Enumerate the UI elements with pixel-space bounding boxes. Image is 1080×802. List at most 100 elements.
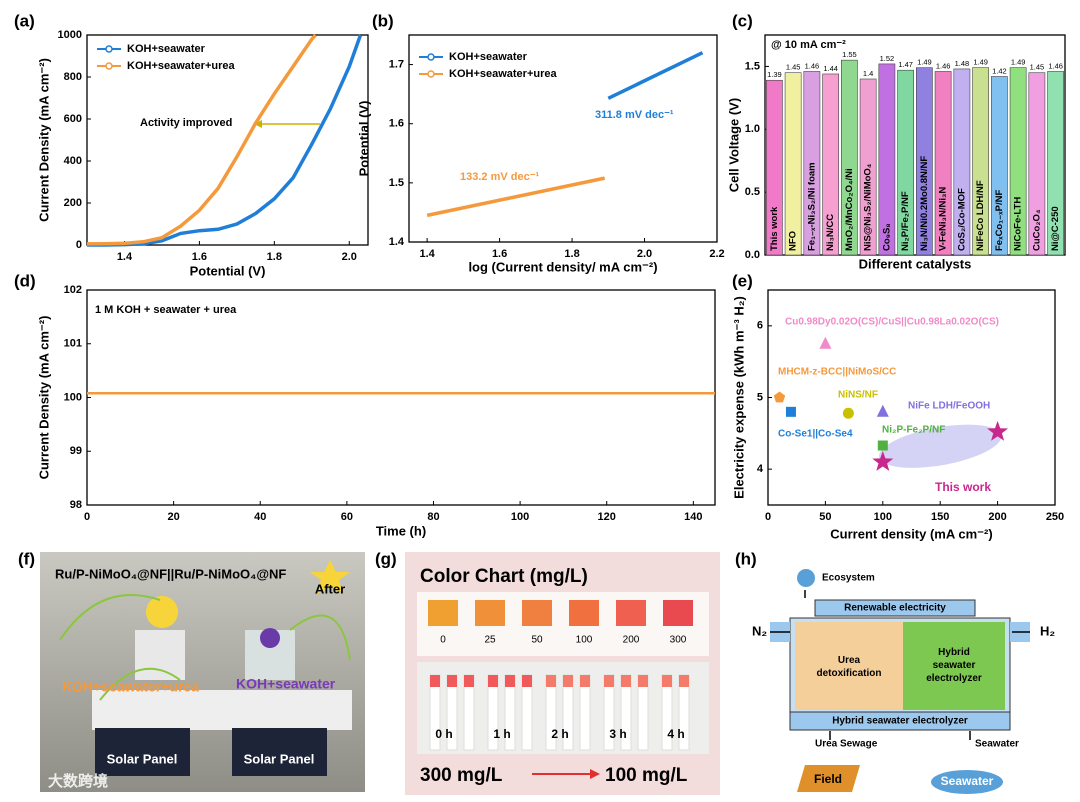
- x-axis-label: Different catalysts: [859, 256, 972, 271]
- solar-panel: [95, 728, 190, 776]
- label: Urea Sewage: [815, 739, 878, 750]
- category-label: Ni₃N/Ni0.2Mo0.8N/NF: [919, 156, 930, 251]
- category-label: FeₓCo₁₋ₓP/NF: [994, 190, 1005, 251]
- annotation-arrowhead: [254, 120, 262, 128]
- value-label: 1.48: [955, 59, 970, 68]
- x-tick-label: 0: [765, 511, 771, 523]
- swatch-label: 25: [484, 635, 496, 646]
- y-tick-label: 4: [757, 463, 764, 475]
- y-tick-label: 600: [64, 113, 82, 125]
- chamber-label: Hybrid seawater electrolyzer: [926, 647, 982, 684]
- x-tick-label: 140: [684, 511, 702, 523]
- value-label: 1.44: [823, 64, 838, 73]
- category-label: NiCoFe-LTH: [1013, 197, 1024, 251]
- x-axis-label: Current density (mA cm⁻²): [830, 526, 992, 541]
- bar: [784, 72, 802, 256]
- series-line: [86, 33, 317, 246]
- panel-label: (h): [735, 549, 757, 568]
- x-tick-label: 0: [84, 511, 90, 523]
- card: [417, 592, 709, 656]
- category-label: V-FeNi₃N/Ni₃N: [938, 187, 949, 251]
- diagram-h: (h) Ecosystem Renewable electricity Urea…: [735, 549, 1055, 794]
- point-label: NiNS/NF: [838, 390, 878, 401]
- time-label: 2 h: [551, 727, 568, 741]
- x-tick-label: 100: [874, 511, 892, 523]
- x-tick-label: 150: [931, 511, 949, 523]
- line: seawater: [933, 660, 976, 671]
- strip-pad: [580, 675, 590, 687]
- y-tick-label: 102: [64, 284, 82, 296]
- point-label: Co-Se1||Co-Se4: [778, 429, 853, 440]
- category-label: Co₉S₈: [881, 223, 892, 251]
- y-tick-label: 0: [76, 239, 82, 251]
- swatch: [663, 600, 693, 626]
- bar: [1009, 67, 1027, 256]
- bar: [878, 63, 896, 256]
- swatch-label: 0: [440, 635, 446, 646]
- photo-g: (g) Color Chart (mg/L) 300 mg/L 100 mg/L: [375, 549, 720, 795]
- time-label: 1 h: [493, 727, 510, 741]
- y-axis-label: Cell Voltage (V): [726, 98, 741, 192]
- x-tick-label: 120: [598, 511, 616, 523]
- value-label: 1.49: [1011, 58, 1026, 67]
- swatch-label: 200: [623, 635, 640, 646]
- strip-pad: [522, 675, 532, 687]
- bar: [814, 599, 976, 617]
- balloon: [260, 628, 280, 648]
- x-tick-label: 1.4: [419, 248, 435, 260]
- bar: [953, 68, 971, 256]
- y-tick-label: 0.5: [745, 186, 760, 198]
- plot-frame: [86, 289, 716, 506]
- y-tick-label: 1000: [58, 29, 82, 41]
- x-tick-label: 50: [819, 511, 831, 523]
- label: H₂: [1040, 623, 1055, 638]
- highlight: [879, 424, 1002, 468]
- y-tick-label: 6: [757, 320, 763, 332]
- x-tick-label: 100: [511, 511, 529, 523]
- start-conc: 300 mg/L: [420, 765, 503, 786]
- category-label: CuCo₂O₄: [1031, 209, 1042, 251]
- x-axis-label: log (Current density/ mA cm⁻²): [468, 259, 657, 274]
- bar: [803, 71, 821, 256]
- y-tick-label: 200: [64, 197, 82, 209]
- panel-label: (e): [732, 271, 753, 290]
- label: Field: [814, 772, 842, 786]
- bar: [859, 78, 877, 256]
- y-tick-label: 99: [70, 445, 82, 457]
- category-label: Ni₃N/CC: [825, 214, 836, 251]
- x-tick-label: 1.4: [117, 251, 133, 263]
- y-axis-label: Potential (V): [356, 101, 371, 177]
- strip-pad: [679, 675, 689, 687]
- bar: [822, 73, 839, 256]
- y-tick-label: 101: [64, 338, 82, 350]
- chamber: [903, 622, 1005, 710]
- y-tick-label: 1.5: [745, 60, 760, 72]
- category-label: This work: [769, 206, 780, 251]
- swatch: [616, 600, 646, 626]
- legend-label: KOH+seawater: [449, 51, 528, 63]
- category-label: Fe₁₋ₓ-Ni₃S₂/Ni foam: [806, 162, 817, 251]
- category-label: NFO: [788, 231, 799, 251]
- point: [842, 407, 854, 419]
- legend-label: KOH+seawater: [127, 43, 206, 55]
- time-label: 0 h: [435, 727, 452, 741]
- strip-pad: [546, 675, 556, 687]
- arrow-head: [590, 769, 600, 779]
- plot-frame: [764, 34, 1066, 256]
- category-label: NiFeCo LDH/NF: [975, 180, 986, 251]
- category-label: Ni₂P/Fe₂P/NF: [900, 191, 911, 251]
- panel-text: Solar Panel: [107, 751, 178, 766]
- bar: [991, 76, 1008, 256]
- category-label: NiS@Ni₃S₂/NiMoO₄: [863, 163, 874, 251]
- line: Hybrid: [938, 647, 970, 658]
- x-tick-label: 1.8: [564, 248, 579, 260]
- annotation: Activity improved: [140, 117, 232, 129]
- legend-label: KOH+seawater+urea: [449, 68, 557, 80]
- sun: [310, 560, 350, 594]
- label: N₂: [752, 623, 767, 638]
- bar: [916, 67, 933, 256]
- panel-text: Solar Panel: [244, 751, 315, 766]
- swatch-label: 300: [670, 635, 687, 646]
- annotation: 133.2 mV dec⁻¹: [460, 171, 540, 183]
